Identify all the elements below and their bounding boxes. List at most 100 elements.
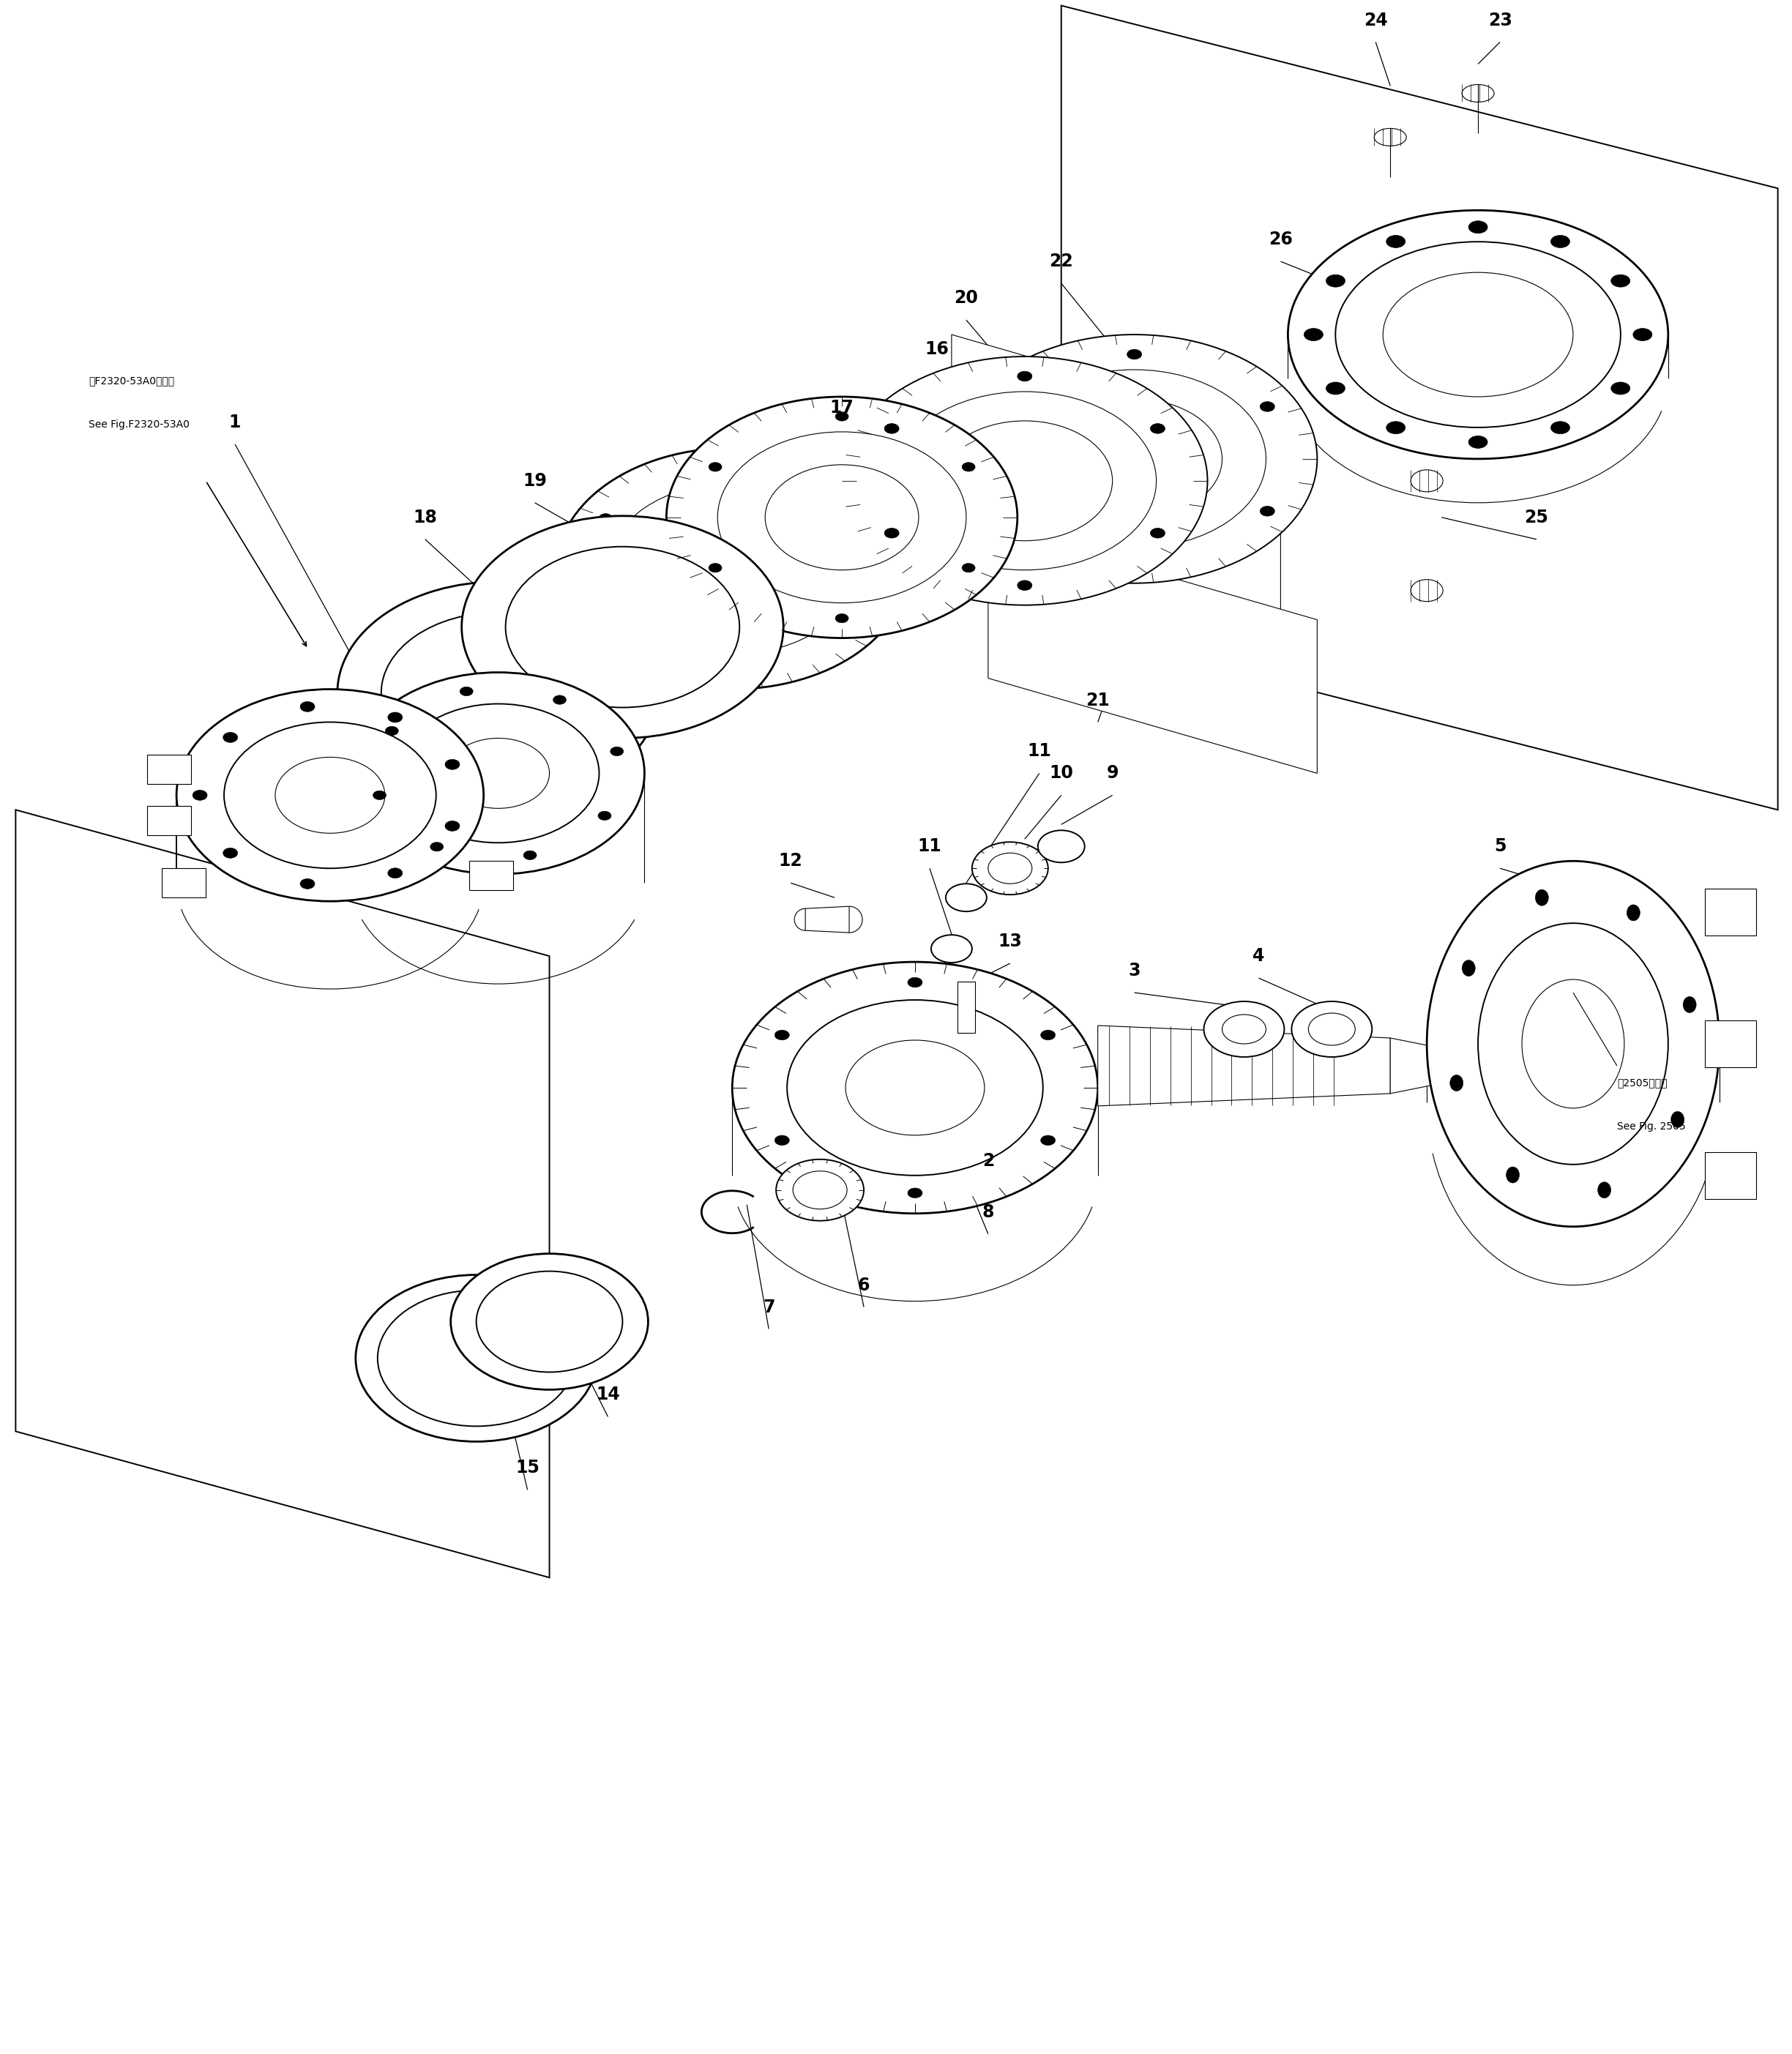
Ellipse shape	[885, 423, 900, 433]
Ellipse shape	[776, 1158, 864, 1220]
Ellipse shape	[224, 723, 435, 869]
Ellipse shape	[937, 421, 1113, 540]
Ellipse shape	[1627, 904, 1640, 920]
Ellipse shape	[462, 516, 783, 737]
Ellipse shape	[444, 822, 461, 832]
Polygon shape	[470, 861, 513, 889]
Text: 筎F2320-53A0図参照: 筎F2320-53A0図参照	[90, 376, 174, 386]
Ellipse shape	[611, 748, 624, 756]
Ellipse shape	[444, 760, 461, 770]
Polygon shape	[1704, 1021, 1756, 1068]
Ellipse shape	[373, 791, 385, 799]
Polygon shape	[1098, 1025, 1391, 1105]
Text: 12: 12	[780, 852, 803, 869]
Ellipse shape	[299, 702, 315, 713]
Ellipse shape	[337, 581, 659, 803]
Text: 11: 11	[918, 838, 941, 854]
Ellipse shape	[995, 505, 1009, 516]
Polygon shape	[1704, 889, 1756, 937]
Ellipse shape	[792, 1171, 848, 1210]
Ellipse shape	[1507, 1167, 1520, 1183]
Ellipse shape	[733, 961, 1098, 1214]
Ellipse shape	[1374, 129, 1407, 146]
Ellipse shape	[1410, 470, 1443, 491]
Ellipse shape	[1150, 528, 1165, 538]
Ellipse shape	[1598, 1181, 1611, 1197]
Text: 13: 13	[998, 933, 1021, 951]
Ellipse shape	[765, 464, 919, 571]
Ellipse shape	[599, 614, 613, 624]
Text: 14: 14	[597, 1386, 620, 1403]
Ellipse shape	[461, 686, 473, 696]
Polygon shape	[987, 524, 1317, 772]
Ellipse shape	[1204, 1002, 1285, 1058]
Ellipse shape	[1305, 329, 1322, 341]
Text: 18: 18	[414, 509, 437, 526]
Ellipse shape	[842, 357, 1208, 606]
Ellipse shape	[1018, 581, 1032, 589]
Ellipse shape	[398, 705, 599, 842]
Text: 19: 19	[523, 472, 547, 489]
Ellipse shape	[1038, 830, 1084, 863]
Polygon shape	[1061, 6, 1778, 809]
Ellipse shape	[1335, 242, 1620, 427]
Ellipse shape	[987, 852, 1032, 883]
Polygon shape	[805, 906, 849, 933]
Ellipse shape	[523, 850, 536, 861]
Ellipse shape	[1683, 996, 1697, 1013]
Ellipse shape	[656, 516, 808, 620]
Ellipse shape	[1387, 236, 1405, 249]
Polygon shape	[952, 335, 1281, 626]
Ellipse shape	[853, 514, 866, 522]
Ellipse shape	[222, 848, 238, 859]
Text: 8: 8	[982, 1204, 995, 1220]
Ellipse shape	[176, 690, 484, 902]
Ellipse shape	[1550, 421, 1570, 433]
Polygon shape	[147, 805, 192, 836]
Ellipse shape	[1041, 1029, 1055, 1039]
Text: 25: 25	[1525, 509, 1548, 526]
Ellipse shape	[1292, 1002, 1373, 1058]
Text: 5: 5	[1495, 838, 1505, 854]
Ellipse shape	[909, 978, 923, 988]
Ellipse shape	[1288, 210, 1668, 458]
Ellipse shape	[885, 528, 900, 538]
Ellipse shape	[1462, 84, 1495, 103]
Ellipse shape	[355, 1276, 597, 1442]
Polygon shape	[16, 809, 550, 1577]
Text: 24: 24	[1364, 12, 1387, 29]
Ellipse shape	[276, 758, 385, 834]
Ellipse shape	[1127, 559, 1142, 569]
Text: 1: 1	[229, 413, 240, 431]
Ellipse shape	[1127, 349, 1142, 359]
Ellipse shape	[477, 1271, 622, 1372]
Ellipse shape	[853, 614, 866, 624]
Ellipse shape	[1468, 222, 1487, 234]
Ellipse shape	[717, 431, 966, 604]
Ellipse shape	[1326, 382, 1346, 394]
Text: 17: 17	[830, 398, 855, 417]
Ellipse shape	[932, 935, 971, 963]
Ellipse shape	[995, 403, 1009, 411]
Ellipse shape	[430, 842, 443, 850]
Text: 11: 11	[1027, 744, 1052, 760]
Ellipse shape	[554, 696, 566, 705]
Ellipse shape	[599, 514, 613, 522]
Ellipse shape	[1633, 329, 1652, 341]
Polygon shape	[161, 869, 206, 898]
Ellipse shape	[1536, 889, 1548, 906]
Text: 6: 6	[858, 1276, 869, 1294]
Text: 7: 7	[763, 1298, 774, 1317]
Ellipse shape	[1462, 959, 1475, 976]
Text: 15: 15	[516, 1458, 539, 1477]
Ellipse shape	[1611, 275, 1631, 288]
Ellipse shape	[1521, 980, 1624, 1109]
Ellipse shape	[557, 448, 909, 690]
Text: 23: 23	[1487, 12, 1512, 29]
Text: 2: 2	[982, 1152, 995, 1169]
Ellipse shape	[787, 1000, 1043, 1175]
Ellipse shape	[846, 1039, 984, 1136]
Ellipse shape	[708, 462, 722, 472]
Text: 10: 10	[1050, 764, 1073, 783]
Ellipse shape	[1018, 372, 1032, 382]
